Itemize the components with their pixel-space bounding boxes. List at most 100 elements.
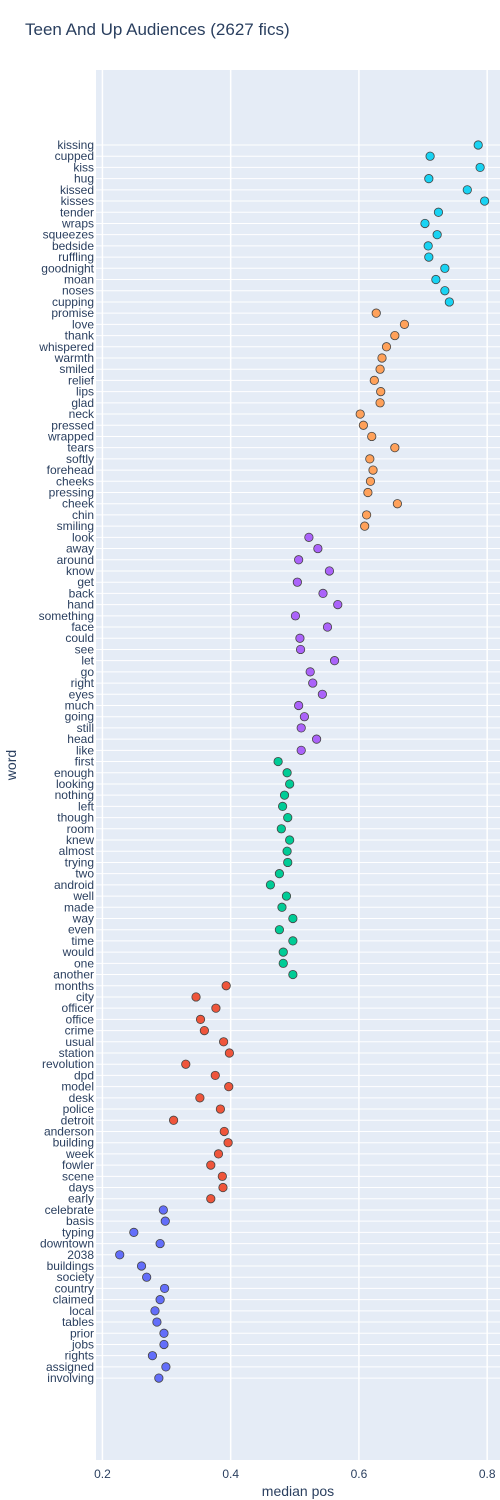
data-point[interactable] <box>221 981 231 991</box>
data-point[interactable] <box>322 622 333 632</box>
data-point[interactable] <box>420 218 430 229</box>
data-point[interactable] <box>329 656 340 666</box>
data-point[interactable] <box>191 992 201 1002</box>
data-point[interactable] <box>211 1003 221 1013</box>
data-point[interactable] <box>278 958 288 968</box>
data-point[interactable] <box>432 230 442 240</box>
data-point[interactable] <box>308 678 318 688</box>
data-point[interactable] <box>288 936 298 946</box>
data-point[interactable] <box>161 1362 171 1372</box>
data-point[interactable] <box>399 319 410 329</box>
data-point[interactable] <box>317 689 327 699</box>
data-point[interactable] <box>215 1104 226 1114</box>
data-point[interactable] <box>294 555 304 565</box>
data-point[interactable] <box>290 611 301 621</box>
data-point[interactable] <box>219 1126 229 1137</box>
data-point[interactable] <box>425 151 435 161</box>
data-point[interactable] <box>369 375 379 386</box>
data-point[interactable] <box>195 1093 205 1103</box>
data-point[interactable] <box>285 779 295 789</box>
data-point[interactable] <box>424 174 434 184</box>
data-point[interactable] <box>304 532 314 542</box>
data-point[interactable] <box>181 1059 191 1069</box>
data-point[interactable] <box>377 353 387 363</box>
data-point[interactable] <box>276 824 286 834</box>
data-point[interactable] <box>281 891 292 901</box>
data-point[interactable] <box>423 241 433 251</box>
data-point[interactable] <box>424 252 434 262</box>
data-point[interactable] <box>444 297 454 307</box>
data-point[interactable] <box>159 1339 169 1350</box>
data-point[interactable] <box>333 600 343 610</box>
data-point[interactable] <box>160 1283 170 1294</box>
data-point[interactable] <box>375 364 385 374</box>
data-point[interactable] <box>367 431 377 442</box>
data-point[interactable] <box>292 577 302 587</box>
data-point[interactable] <box>390 330 400 341</box>
data-point[interactable] <box>195 1014 206 1024</box>
data-point[interactable] <box>480 196 490 206</box>
data-point[interactable] <box>283 812 293 823</box>
data-point[interactable] <box>150 1306 160 1316</box>
data-point[interactable] <box>285 835 295 845</box>
data-point[interactable] <box>142 1272 152 1282</box>
data-point[interactable] <box>288 913 298 924</box>
data-point[interactable] <box>206 1160 216 1170</box>
data-point[interactable] <box>160 1216 170 1226</box>
data-point[interactable] <box>199 1025 209 1036</box>
data-point[interactable] <box>473 140 483 150</box>
data-point[interactable] <box>311 734 322 744</box>
data-point[interactable] <box>273 756 283 767</box>
data-point[interactable] <box>158 1205 168 1215</box>
data-point[interactable] <box>213 1149 224 1159</box>
data-point[interactable] <box>358 420 369 430</box>
data-point[interactable] <box>115 1250 125 1260</box>
data-point[interactable] <box>355 409 365 419</box>
data-point[interactable] <box>210 1070 220 1081</box>
data-point[interactable] <box>440 263 450 273</box>
data-point[interactable] <box>324 566 335 576</box>
data-point[interactable] <box>390 443 400 453</box>
data-point[interactable] <box>129 1227 139 1237</box>
data-point[interactable] <box>147 1351 158 1361</box>
data-point[interactable] <box>155 1238 165 1249</box>
data-point[interactable] <box>217 1171 227 1181</box>
data-point[interactable] <box>296 723 306 733</box>
data-point[interactable] <box>265 880 276 890</box>
data-point[interactable] <box>365 476 376 486</box>
data-point[interactable] <box>224 1048 234 1058</box>
data-point[interactable] <box>219 1037 229 1047</box>
data-point[interactable] <box>282 768 292 778</box>
data-point[interactable] <box>278 801 288 811</box>
data-point[interactable] <box>295 644 306 655</box>
data-point[interactable] <box>223 1138 233 1148</box>
data-point[interactable] <box>362 510 372 520</box>
data-point[interactable] <box>283 857 293 868</box>
data-point[interactable] <box>218 1182 228 1193</box>
data-point[interactable] <box>462 185 472 195</box>
data-point[interactable] <box>440 286 450 296</box>
data-point[interactable] <box>305 667 315 677</box>
data-point[interactable] <box>375 398 385 408</box>
data-point[interactable] <box>318 588 328 599</box>
data-point[interactable] <box>295 633 305 643</box>
data-point[interactable] <box>288 969 298 980</box>
data-point[interactable] <box>282 846 292 856</box>
data-point[interactable] <box>294 700 304 711</box>
data-point[interactable] <box>159 1328 169 1338</box>
data-point[interactable] <box>360 521 370 531</box>
data-point[interactable] <box>136 1261 147 1271</box>
data-point[interactable] <box>365 454 375 464</box>
data-point[interactable] <box>155 1295 165 1305</box>
data-point[interactable] <box>381 342 392 352</box>
data-point[interactable] <box>274 925 285 935</box>
data-point[interactable] <box>154 1373 164 1383</box>
data-point[interactable] <box>274 869 285 879</box>
data-point[interactable] <box>475 162 485 173</box>
data-point[interactable] <box>224 1082 234 1092</box>
data-point[interactable] <box>363 487 373 498</box>
data-point[interactable] <box>433 207 444 217</box>
data-point[interactable] <box>152 1317 162 1327</box>
data-point[interactable] <box>368 465 378 475</box>
data-point[interactable] <box>278 947 288 957</box>
